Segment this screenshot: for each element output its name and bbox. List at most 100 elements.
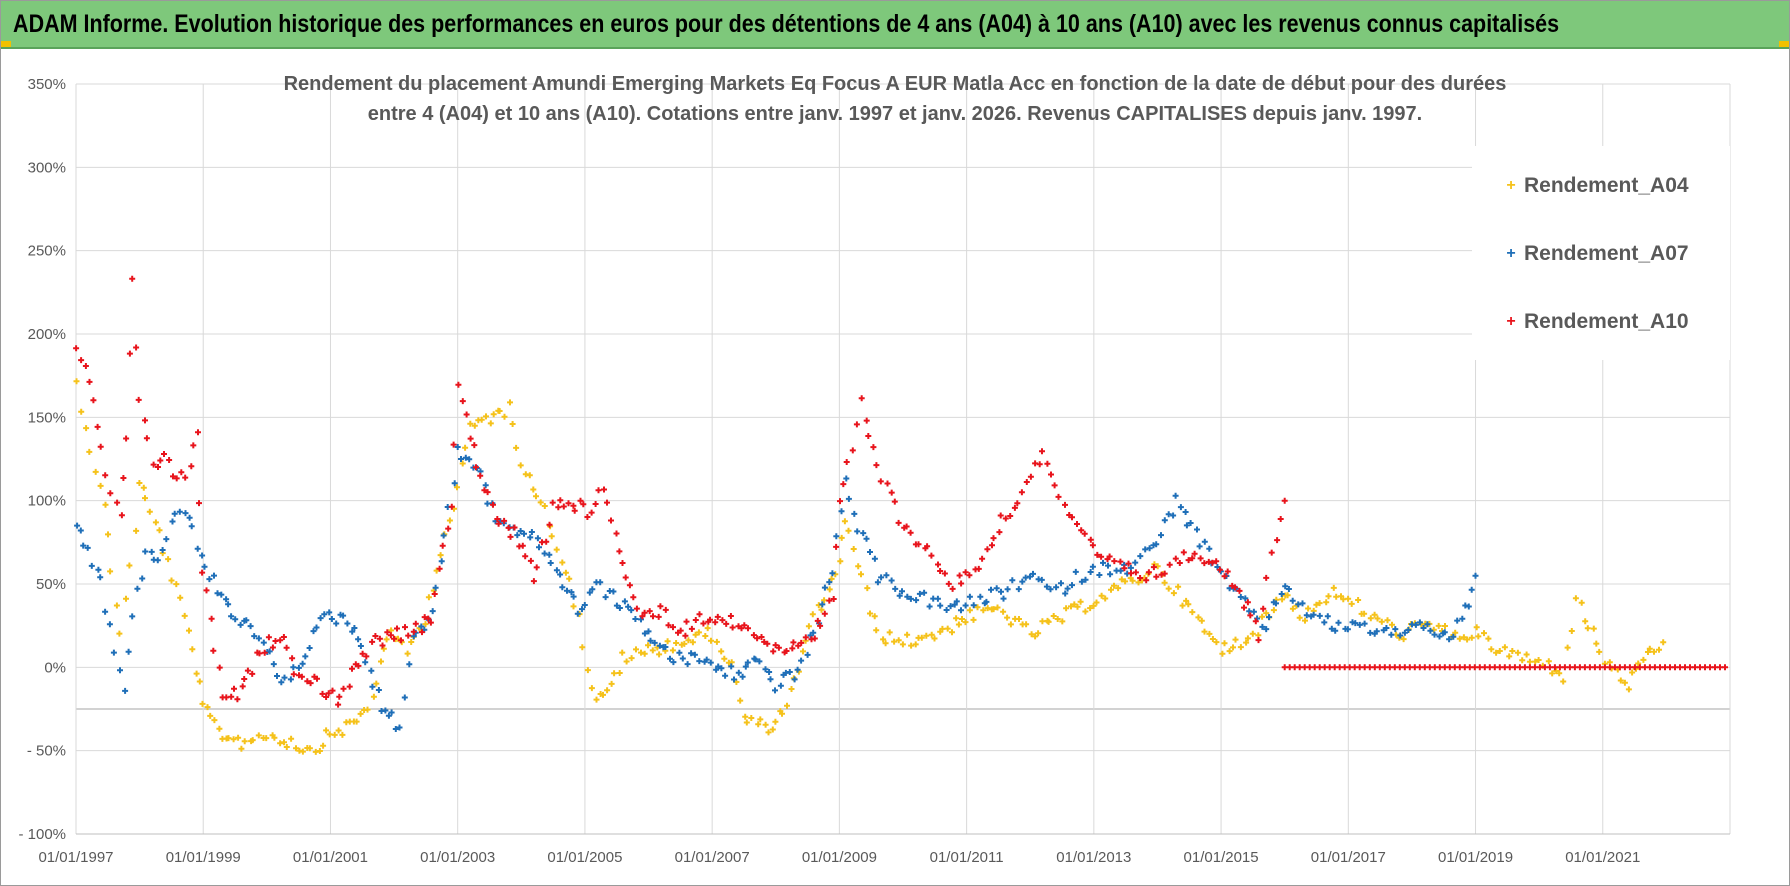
legend-label-a04: Rendement_A04 xyxy=(1524,174,1689,197)
scatter-point-a07 xyxy=(223,596,230,603)
scatter-point-a04 xyxy=(1545,658,1552,665)
scatter-point-a04 xyxy=(608,680,615,687)
scatter-point-a10 xyxy=(1255,637,1262,644)
scatter-point-a04 xyxy=(742,713,749,720)
scatter-point-a04 xyxy=(757,716,764,723)
scatter-point-a04 xyxy=(1129,577,1136,584)
scatter-point-a10 xyxy=(349,665,355,672)
scatter-point-a04 xyxy=(136,480,143,486)
scatter-point-a04 xyxy=(249,737,256,744)
scatter-point-a10 xyxy=(241,676,248,682)
scatter-point-a07 xyxy=(766,669,773,675)
scatter-point-a04 xyxy=(1206,630,1213,637)
scatter-point-a04 xyxy=(880,636,887,643)
scatter-point-a10 xyxy=(683,618,690,625)
scatter-point-a10 xyxy=(190,442,197,449)
scatter-point-a04 xyxy=(638,649,644,656)
scatter-point-a10 xyxy=(155,464,161,470)
scatter-point-a07 xyxy=(670,659,677,666)
scatter-point-a10 xyxy=(571,507,578,514)
scatter-point-a04 xyxy=(1230,644,1236,651)
scatter-point-a07 xyxy=(1082,576,1089,583)
scatter-point-a10 xyxy=(1069,514,1075,521)
scatter-point-a07 xyxy=(106,621,113,628)
scatter-point-a07 xyxy=(1030,570,1036,577)
scatter-point-a07 xyxy=(432,584,439,591)
scatter-point-a10 xyxy=(450,441,457,448)
scatter-point-a04 xyxy=(102,501,109,508)
scatter-point-a07 xyxy=(767,676,774,683)
scatter-point-a04 xyxy=(904,631,911,638)
scatter-point-a04 xyxy=(871,613,878,620)
scatter-point-a04 xyxy=(283,744,290,750)
scatter-point-a07 xyxy=(696,658,703,665)
scatter-point-a04 xyxy=(181,612,188,619)
scatter-point-a10 xyxy=(166,457,173,463)
scatter-point-a10 xyxy=(118,512,125,519)
scatter-point-a04 xyxy=(1488,646,1495,653)
scatter-point-a07 xyxy=(1062,590,1069,597)
scatter-point-a07 xyxy=(110,649,117,656)
scatter-point-a10 xyxy=(945,580,952,587)
scatter-point-a07 xyxy=(1038,576,1045,583)
scatter-point-a04 xyxy=(762,721,769,728)
y-tick-label: 0% xyxy=(44,659,66,676)
scatter-point-a07 xyxy=(752,656,759,663)
scatter-point-a07 xyxy=(1237,594,1244,600)
x-tick-label: 01/01/2007 xyxy=(675,849,750,866)
scatter-point-a10 xyxy=(1176,560,1183,566)
scatter-point-a07 xyxy=(218,591,225,598)
scatter-point-a04 xyxy=(263,735,270,742)
scatter-point-a04 xyxy=(1578,599,1585,606)
scatter-point-a07 xyxy=(953,598,960,605)
scatter-point-a07 xyxy=(742,663,749,670)
scatter-point-a07 xyxy=(1446,636,1453,643)
scatter-point-a04 xyxy=(584,667,591,674)
scatter-point-a10 xyxy=(662,606,669,613)
scatter-point-a10 xyxy=(915,541,922,548)
scatter-point-a04 xyxy=(370,693,377,700)
scatter-point-a07 xyxy=(651,639,658,646)
scatter-point-a07 xyxy=(1087,569,1094,575)
scatter-point-a10 xyxy=(692,617,699,623)
scatter-point-a04 xyxy=(165,556,172,563)
scatter-point-a04 xyxy=(199,700,206,707)
scatter-point-a07 xyxy=(791,676,798,683)
scatter-point-a10 xyxy=(405,632,412,639)
scatter-point-a07 xyxy=(355,636,362,643)
scatter-point-a10 xyxy=(369,638,376,645)
scatter-point-a04 xyxy=(1635,660,1642,667)
scatter-point-a07 xyxy=(1043,583,1050,590)
scatter-point-a04 xyxy=(116,630,123,637)
scatter-point-a04 xyxy=(769,726,776,733)
x-tick-label: 01/01/1997 xyxy=(38,849,113,866)
scatter-point-a10 xyxy=(1180,549,1187,556)
scatter-point-a04 xyxy=(339,731,346,738)
scatter-point-a07 xyxy=(703,656,710,663)
scatter-point-a10 xyxy=(1098,553,1105,560)
scatter-point-a07 xyxy=(744,659,751,666)
scatter-point-a07 xyxy=(1064,585,1071,592)
scatter-point-a04 xyxy=(133,527,140,534)
scatter-point-a04 xyxy=(1355,597,1362,603)
scatter-point-a10 xyxy=(484,489,491,496)
scatter-point-a04 xyxy=(1063,605,1070,612)
scatter-point-a04 xyxy=(1568,628,1575,634)
scatter-point-a10 xyxy=(1191,550,1198,557)
scatter-point-a10 xyxy=(73,345,80,352)
scatter-point-a10 xyxy=(445,525,452,532)
scatter-point-a07 xyxy=(201,563,208,570)
scatter-point-a04 xyxy=(156,527,163,534)
scatter-point-a10 xyxy=(196,500,202,507)
x-tick-label: 01/01/2001 xyxy=(293,849,368,866)
scatter-point-a04 xyxy=(855,563,862,570)
scatter-point-a07 xyxy=(299,660,306,667)
scatter-point-a10 xyxy=(1224,568,1231,575)
scatter-point-a04 xyxy=(422,621,429,628)
scatter-point-a04 xyxy=(1059,618,1066,625)
scatter-point-a10 xyxy=(984,546,991,553)
scatter-point-a10 xyxy=(463,411,470,418)
scatter-point-a10 xyxy=(549,499,556,506)
scatter-point-a10 xyxy=(1166,561,1173,568)
scatter-point-a04 xyxy=(335,727,342,734)
